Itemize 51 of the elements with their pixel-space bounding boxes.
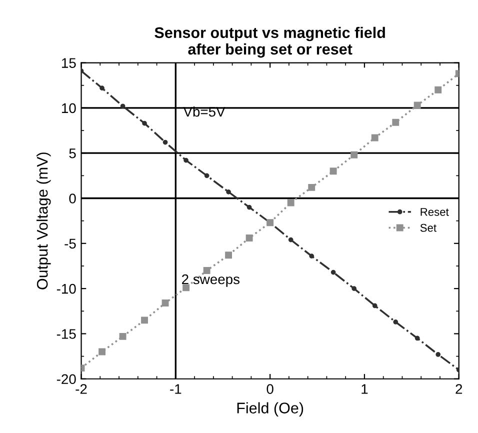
point: [141, 316, 148, 324]
point: [120, 104, 126, 109]
y-tick-label: -20: [56, 374, 76, 384]
point: [352, 286, 357, 291]
x-tick-label: -2: [76, 384, 87, 394]
point: [162, 140, 168, 145]
point: [184, 158, 188, 163]
x-tick-label: 2: [456, 384, 462, 394]
point: [392, 118, 400, 126]
y-tick-label: 0: [69, 194, 76, 204]
legend-label: Set: [420, 224, 436, 232]
point: [246, 204, 252, 210]
point: [142, 120, 147, 126]
y-tick-label: 15: [62, 58, 76, 68]
chart-title: Sensor output vs magnetic field after being set or reset: [154, 26, 385, 58]
point: [226, 190, 231, 194]
point: [162, 300, 169, 306]
point: [309, 254, 314, 258]
point: [182, 284, 190, 292]
point: [98, 348, 106, 356]
x-tick-label: 1: [362, 384, 368, 394]
y-tick-label: -15: [56, 329, 76, 339]
point: [436, 352, 441, 357]
y-tick-label: -5: [64, 238, 76, 249]
y-tick-label: -10: [56, 284, 76, 294]
y-tick-label: 5: [69, 148, 76, 158]
point: [308, 184, 316, 191]
point: [350, 151, 358, 158]
point: [414, 336, 420, 341]
x-axis-title: Field (Oe): [237, 402, 304, 416]
point: [434, 86, 442, 94]
point: [100, 86, 104, 91]
point: [225, 252, 232, 259]
point: [119, 332, 126, 340]
point: [414, 102, 421, 109]
point: [203, 267, 210, 274]
point: [372, 303, 378, 308]
legend-label: Reset: [420, 208, 449, 216]
point: [371, 134, 378, 142]
x-tick-label: 0: [266, 384, 274, 394]
point: [204, 173, 210, 178]
point: [288, 237, 294, 242]
y-tick-label: 10: [62, 103, 76, 114]
annotation: 2 sweeps: [182, 274, 240, 287]
point: [330, 168, 337, 175]
y-axis-title: Output Voltage (mV): [36, 152, 51, 290]
x-tick-label: -1: [170, 384, 182, 394]
point: [287, 199, 294, 206]
point: [393, 320, 398, 324]
point: [246, 234, 253, 242]
point: [330, 270, 336, 275]
